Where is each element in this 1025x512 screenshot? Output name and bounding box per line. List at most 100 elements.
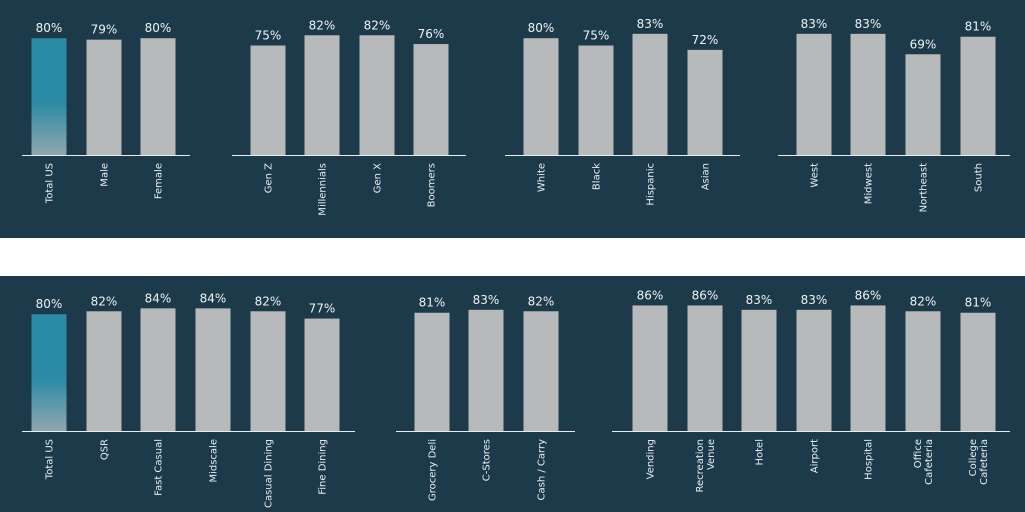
tick-label-millennials: Millennials <box>318 163 329 216</box>
tick-label-cash-carry: Cash / Carry <box>537 439 548 501</box>
svg-text:White: White <box>537 163 548 192</box>
tick-label-total-us: Total US <box>45 439 56 480</box>
bar-c-stores <box>468 309 504 431</box>
data-label-gen-x: 82% <box>364 18 391 32</box>
bar-fine-dining <box>304 318 340 431</box>
tick-label-female: Female <box>154 163 165 199</box>
data-label-midwest: 83% <box>855 17 882 31</box>
svg-text:Vending: Vending <box>646 439 657 479</box>
tick-label-total-us: Total US <box>45 163 56 204</box>
data-label-hospital: 86% <box>855 288 882 302</box>
data-label-asian: 72% <box>692 33 719 47</box>
svg-text:Fast Casual: Fast Casual <box>154 439 165 496</box>
svg-text:Boomers: Boomers <box>427 163 438 207</box>
svg-text:RecreationVenue: RecreationVenue <box>695 439 717 492</box>
bar-boomers <box>413 44 449 155</box>
tick-label-casual-dining: Casual Dining <box>264 439 275 508</box>
data-label-black: 75% <box>583 29 610 43</box>
tick-label-west: West <box>810 163 821 188</box>
panel-divider <box>0 238 1025 276</box>
svg-text:Hospital: Hospital <box>864 439 875 480</box>
channels-bar-chart: 80% Total US 82% QSR 84% Fast Casual 84% Midsca… <box>22 288 1010 508</box>
svg-text:Black: Black <box>592 163 603 190</box>
svg-text:Male: Male <box>100 163 111 187</box>
bar-total-us <box>31 38 67 156</box>
bar-fast-casual <box>140 308 176 431</box>
data-label-college-cafeteria: 81% <box>965 296 992 310</box>
tick-label-boomers: Boomers <box>427 163 438 207</box>
bar-qsr <box>86 311 122 431</box>
svg-text:Midscale: Midscale <box>209 439 220 483</box>
svg-text:Female: Female <box>154 163 165 199</box>
bar-airport <box>796 309 832 431</box>
tick-label-grocery-deli: Grocery Deli <box>428 439 439 501</box>
svg-text:South: South <box>974 163 985 192</box>
tick-label-white: White <box>537 163 548 192</box>
tick-label-airport: Airport <box>810 439 821 473</box>
data-label-office-cafeteria: 82% <box>910 294 937 308</box>
svg-text:Gen X: Gen X <box>373 163 384 193</box>
svg-text:CollegeCafeteria: CollegeCafeteria <box>968 439 990 485</box>
tick-label-male: Male <box>100 163 111 187</box>
data-label-white: 80% <box>528 21 555 35</box>
data-label-fast-casual: 84% <box>145 291 172 305</box>
data-label-northeast: 69% <box>910 37 937 51</box>
svg-text:Casual Dining: Casual Dining <box>264 439 275 508</box>
bar-midscale <box>195 308 231 431</box>
tick-label-south: South <box>974 163 985 192</box>
svg-text:Millennials: Millennials <box>318 163 329 216</box>
bar-office-cafeteria <box>905 311 941 431</box>
bar-asian <box>687 49 723 155</box>
data-label-fine-dining: 77% <box>309 302 336 316</box>
tick-label-recreation-venue: RecreationVenue <box>695 439 717 492</box>
tick-label-gen-x: Gen X <box>373 163 384 193</box>
demographics-chart-panel: 80% Total US 79% Male 80% Female 75% Gen Z 82% Mi… <box>0 0 1025 238</box>
bar-cash-carry <box>523 311 559 431</box>
tick-label-hotel: Hotel <box>755 439 766 466</box>
tick-label-gen-z: Gen Z <box>264 163 275 193</box>
bar-total-us <box>31 314 67 431</box>
bar-gen-x <box>359 35 395 155</box>
bar-hotel <box>741 309 777 431</box>
tick-label-northeast: Northeast <box>919 163 930 212</box>
bar-male <box>86 39 122 155</box>
data-label-hispanic: 83% <box>637 17 664 31</box>
tick-label-black: Black <box>592 163 603 190</box>
data-label-airport: 83% <box>801 293 828 307</box>
bar-west <box>796 33 832 155</box>
tick-label-college-cafeteria: CollegeCafeteria <box>968 439 990 485</box>
svg-text:Cash / Carry: Cash / Carry <box>537 439 548 501</box>
data-label-total-us: 80% <box>36 297 63 311</box>
bar-female <box>140 38 176 156</box>
bar-northeast <box>905 54 941 156</box>
svg-text:Total US: Total US <box>45 163 56 204</box>
data-label-total-us: 80% <box>36 21 63 35</box>
bar-grocery-deli <box>414 312 450 431</box>
tick-label-hispanic: Hispanic <box>646 163 657 206</box>
svg-text:West: West <box>810 163 821 188</box>
svg-text:Airport: Airport <box>810 439 821 473</box>
svg-text:C-Stores: C-Stores <box>482 439 493 481</box>
svg-text:Total US: Total US <box>45 439 56 480</box>
data-label-vending: 86% <box>637 288 664 302</box>
demographics-bar-chart: 80% Total US 79% Male 80% Female 75% Gen Z 82% Mi… <box>22 17 1010 216</box>
svg-text:Hotel: Hotel <box>755 439 766 466</box>
svg-text:OfficeCafeteria: OfficeCafeteria <box>913 439 935 485</box>
tick-label-c-stores: C-Stores <box>482 439 493 481</box>
svg-text:Midwest: Midwest <box>864 163 875 204</box>
tick-label-qsr: QSR <box>100 439 111 460</box>
svg-text:Grocery Deli: Grocery Deli <box>428 439 439 501</box>
tick-label-midwest: Midwest <box>864 163 875 204</box>
data-label-female: 80% <box>145 21 172 35</box>
bar-vending <box>632 305 668 431</box>
data-label-male: 79% <box>91 23 118 37</box>
data-label-qsr: 82% <box>91 294 118 308</box>
svg-text:Fine Dining: Fine Dining <box>318 439 329 495</box>
data-label-hotel: 83% <box>746 293 773 307</box>
bar-gen-z <box>250 45 286 155</box>
data-label-midscale: 84% <box>200 291 227 305</box>
data-label-grocery-deli: 81% <box>419 296 446 310</box>
bar-midwest <box>850 33 886 155</box>
tick-label-asian: Asian <box>701 163 712 190</box>
tick-label-fast-casual: Fast Casual <box>154 439 165 496</box>
